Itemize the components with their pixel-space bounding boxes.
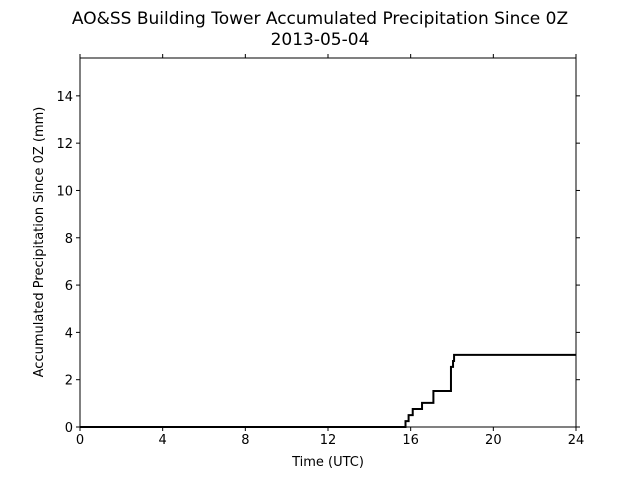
y-tick-label: 10	[56, 184, 73, 199]
x-tick-label: 20	[485, 433, 502, 448]
x-tick-label: 12	[320, 433, 337, 448]
x-tick-label: 16	[402, 433, 419, 448]
plot-frame	[79, 57, 577, 428]
x-axis-label: Time (UTC)	[291, 455, 364, 470]
y-tick-label: 12	[56, 137, 73, 152]
y-tick-label: 0	[65, 421, 73, 436]
chart-title: AO&SS Building Tower Accumulated Precipi…	[72, 9, 568, 29]
y-tick-label: 6	[65, 279, 73, 294]
x-tick-label: 8	[241, 433, 249, 448]
plot-lines	[80, 353, 576, 428]
y-tick-label: 4	[65, 326, 73, 341]
y-tick-label: 2	[65, 374, 73, 389]
x-tick-label: 0	[76, 433, 84, 448]
x-tick-label: 4	[159, 433, 167, 448]
precipitation-line	[80, 353, 576, 428]
y-axis-label: Accumulated Precipitation Since 0Z (mm)	[32, 107, 47, 378]
x-tick-label: 24	[568, 433, 585, 448]
chart-subtitle: 2013-05-04	[271, 30, 370, 50]
y-tick-label: 14	[56, 90, 73, 105]
y-tick-label: 8	[65, 232, 73, 247]
